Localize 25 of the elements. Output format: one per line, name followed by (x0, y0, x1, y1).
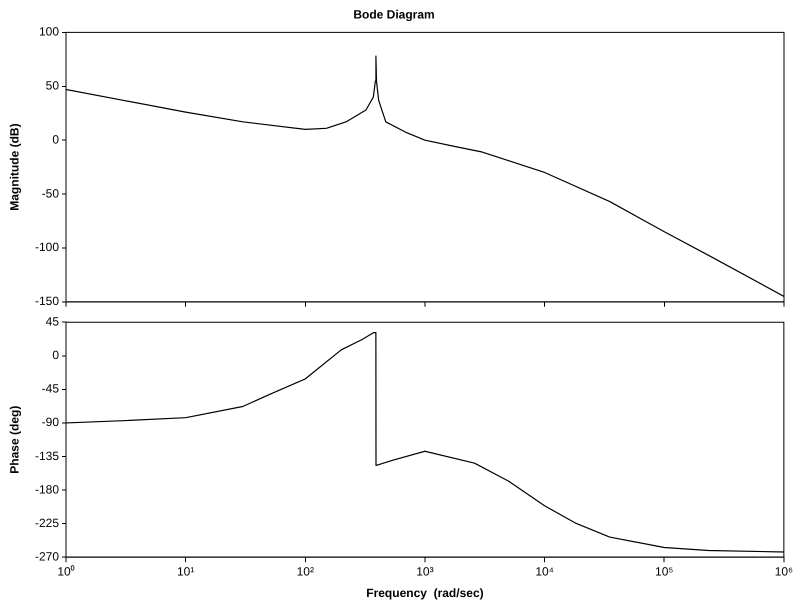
x-tick-label: 10⁴ (535, 564, 554, 579)
y-tick-label: -150 (34, 294, 60, 308)
y-tick-label: -50 (42, 186, 60, 200)
y-tick-label: -135 (34, 448, 60, 463)
y-tick-label: -90 (42, 415, 60, 430)
x-axis-title: Frequency (rad/sec) (366, 586, 484, 600)
y-tick-label: -100 (34, 240, 60, 254)
chart-title: Bode Diagram (353, 8, 435, 22)
x-tick-label: 10⁵ (655, 564, 674, 579)
x-tick-label: 10² (296, 564, 314, 579)
x-tick-label: 10³ (416, 564, 434, 579)
x-tick-label: 10⁰ (57, 564, 75, 579)
y-axis-title: Phase (deg) (8, 406, 22, 474)
y-axis-title: Magnitude (dB) (8, 123, 22, 211)
x-tick-label: 10¹ (176, 564, 194, 579)
y-tick-label: 50 (46, 78, 60, 93)
y-tick-label: -225 (34, 516, 60, 530)
y-tick-label: 0 (52, 348, 60, 362)
y-tick-label: 0 (52, 132, 60, 146)
y-tick-label: -45 (42, 382, 60, 396)
y-tick-label: -270 (34, 550, 60, 564)
y-tick-label: 100 (38, 24, 60, 39)
y-tick-label: -180 (34, 482, 60, 496)
x-tick-label: 10⁶ (774, 564, 794, 579)
y-tick-label: 45 (46, 314, 60, 329)
